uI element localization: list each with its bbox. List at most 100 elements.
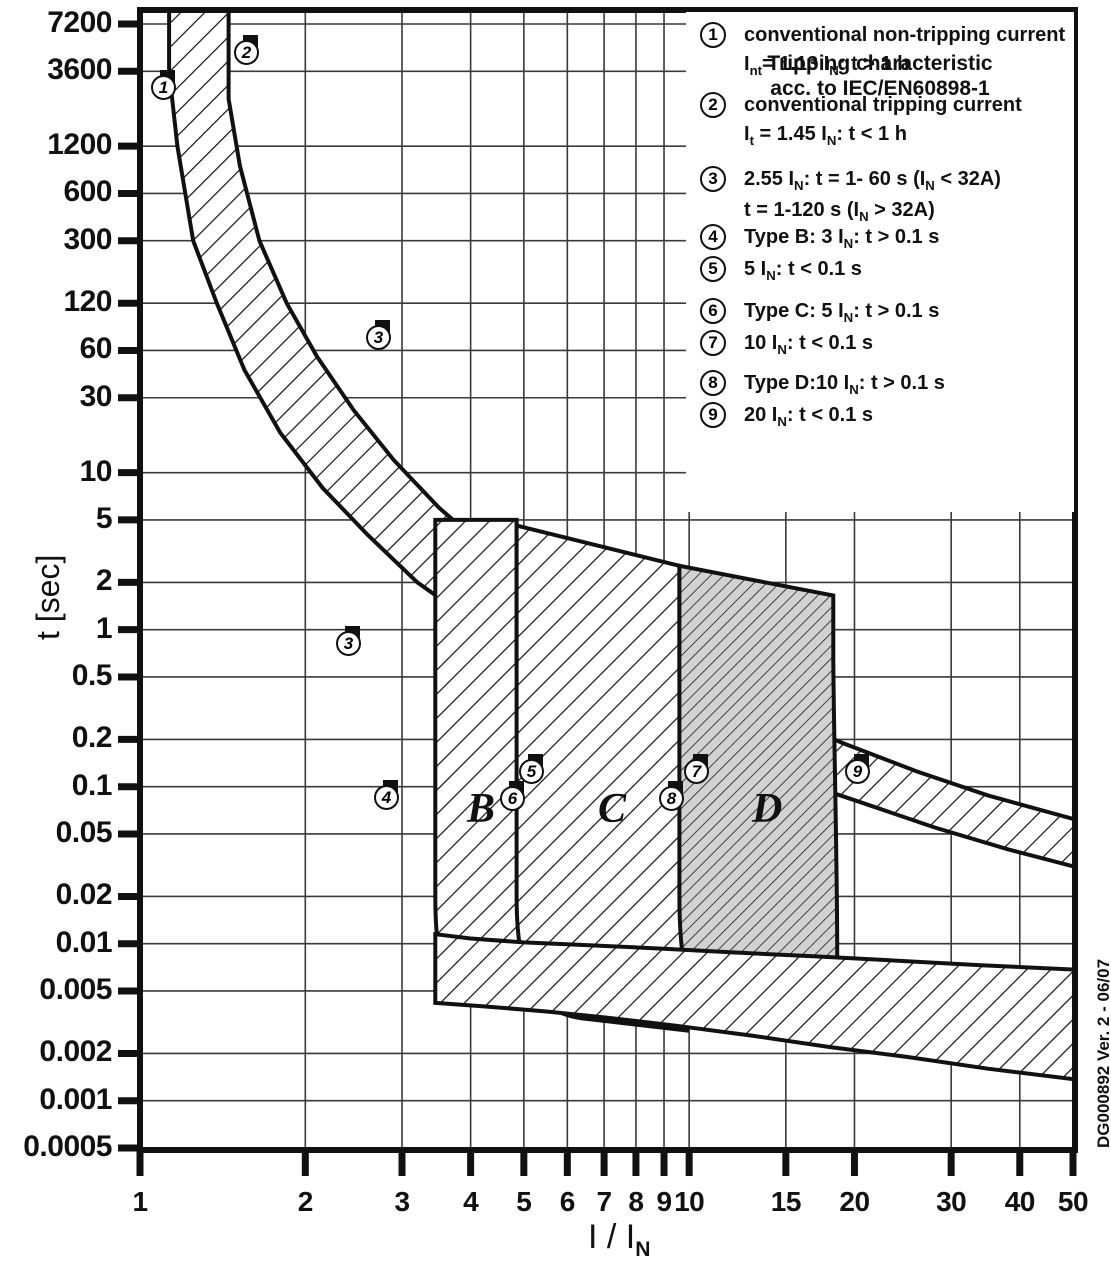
legend-item[interactable]: 8 Type D:10 IN: t > 0.1 s — [700, 370, 1070, 398]
legend-item[interactable]: 4 Type B: 3 IN: t > 0.1 s — [700, 224, 1070, 252]
legend-line: conventional non-tripping current — [744, 24, 1066, 46]
legend-line: Int= 1.13 IN: t > 1 h — [744, 53, 910, 78]
marker-number: 3 — [336, 631, 361, 656]
legend-line: Type D:10 IN: t > 0.1 s — [744, 372, 945, 397]
legend-title-line2: acc. to IEC/EN60898-1 — [770, 76, 990, 100]
legend-line: 20 IN: t < 0.1 s — [744, 404, 874, 429]
y-tick-label: 120 — [63, 285, 112, 319]
x-tick-label: 20 — [839, 1186, 870, 1217]
legend-item-number: 5 — [700, 256, 726, 282]
x-axis-title-sub: N — [635, 1237, 651, 1261]
legend-item-text: Type B: 3 IN: t > 0.1 s — [744, 224, 939, 252]
curve-marker-1-0: 1 — [151, 70, 181, 100]
y-tick-label: 0.002 — [39, 1035, 112, 1069]
x-tick-label: 30 — [936, 1186, 967, 1217]
marker-number: 1 — [151, 75, 176, 100]
y-tick-label: 300 — [63, 222, 112, 256]
curve-marker-3-3: 3 — [336, 626, 366, 656]
legend-line: conventional tripping current — [744, 94, 1022, 116]
x-tick-label: 50 — [1057, 1186, 1089, 1217]
marker-number: 7 — [684, 759, 709, 784]
y-tick-label: 0.01 — [55, 925, 113, 959]
x-tick-label: 8 — [628, 1186, 644, 1217]
legend-item-number: 2 — [700, 92, 726, 118]
instantaneous-band — [433, 931, 1075, 1082]
legend-panel: Tripping characteristic acc. to IEC/EN60… — [686, 12, 1074, 512]
y-tick-label: 7200 — [47, 6, 112, 39]
axis-ticks — [118, 20, 1077, 1176]
y-tick-label: 1 — [95, 611, 113, 645]
curve-marker-7-7: 7 — [684, 754, 714, 784]
x-tick-label: 1 — [132, 1186, 148, 1217]
curve-marker-8-8: 8 — [659, 781, 689, 811]
legend-item[interactable]: 6 Type C: 5 IN: t > 0.1 s — [700, 298, 1070, 326]
legend-item-number: 4 — [700, 224, 726, 250]
legend-item[interactable]: 3 2.55 IN: t = 1- 60 s (IN < 32A) t = 1-1… — [700, 166, 1070, 225]
legend-item-number: 3 — [700, 166, 726, 192]
tripping-zones — [167, 10, 1075, 1082]
legend-title: Tripping characteristic acc. to IEC/EN60… — [686, 52, 1074, 102]
y-tick-label: 1200 — [47, 128, 112, 162]
x-tick-label: 9 — [656, 1186, 672, 1217]
y-tick-label: 0.0005 — [23, 1130, 112, 1163]
marker-number: 2 — [234, 40, 259, 65]
legend-item-number: 6 — [700, 298, 726, 324]
marker-number: 4 — [374, 785, 399, 810]
y-tick-label: 0.1 — [71, 768, 113, 802]
legend-item-number: 8 — [700, 370, 726, 396]
y-tick-label: 2 — [95, 564, 113, 598]
legend-item-text: conventional non-tripping current Int= 1.… — [744, 22, 1065, 79]
x-tick-label: 7 — [596, 1186, 613, 1217]
x-tick-label: 2 — [297, 1186, 314, 1217]
legend-item-text: Type C: 5 IN: t > 0.1 s — [744, 298, 939, 326]
legend-item-text: 10 IN: t < 0.1 s — [744, 330, 873, 358]
curve-marker-4-4: 4 — [374, 780, 404, 810]
x-tick-label: 10 — [674, 1186, 705, 1217]
legend-line: Type C: 5 IN: t > 0.1 s — [744, 300, 940, 325]
y-axis-title: t [sec] — [30, 554, 66, 640]
legend-item-text: conventional tripping current It = 1.45 I… — [744, 92, 1022, 149]
y-tick-label: 0.2 — [71, 721, 113, 755]
legend-line: It = 1.45 IN: t < 1 h — [744, 123, 907, 148]
zone-label-d: D — [752, 786, 783, 832]
curve-marker-3-2: 3 — [366, 320, 396, 350]
legend-line: Type B: 3 IN: t > 0.1 s — [744, 226, 940, 251]
y-tick-label: 3600 — [47, 53, 112, 87]
y-tick-label: 0.5 — [71, 658, 113, 692]
x-tick-label: 15 — [770, 1186, 802, 1217]
legend-item-text: Type D:10 IN: t > 0.1 s — [744, 370, 945, 398]
marker-number: 5 — [519, 759, 544, 784]
legend-item[interactable]: 2 conventional tripping current It = 1.45 … — [700, 92, 1070, 149]
legend-item-text: 2.55 IN: t = 1- 60 s (IN < 32A) t = 1-12… — [744, 166, 1001, 225]
legend-line: t = 1-120 s (IN > 32A) — [744, 199, 935, 225]
legend-item[interactable]: 1 conventional non-tripping current Int= 1… — [700, 22, 1070, 79]
curve-marker-6-6: 6 — [500, 781, 530, 811]
y-tick-label: 0.001 — [39, 1082, 112, 1116]
x-tick-label: 3 — [394, 1186, 410, 1217]
y-tick-label: 5 — [95, 501, 113, 535]
y-tick-label: 0.05 — [55, 815, 113, 849]
legend-item-text: 5 IN: t < 0.1 s — [744, 256, 862, 284]
legend-item[interactable]: 7 10 IN: t < 0.1 s — [700, 330, 1070, 358]
curve-marker-9-9: 9 — [845, 754, 875, 784]
legend-item-number: 9 — [700, 402, 726, 428]
zone-label-b: B — [467, 786, 496, 832]
x-tick-label: 6 — [559, 1186, 576, 1217]
legend-item-number: 7 — [700, 330, 726, 356]
y-tick-label: 60 — [79, 332, 113, 366]
y-tick-label: 0.005 — [39, 972, 112, 1006]
y-tick-label: 600 — [63, 175, 112, 209]
x-tick-label: 5 — [516, 1186, 532, 1217]
y-tick-label: 10 — [79, 454, 113, 488]
y-tick-label: 30 — [79, 379, 113, 413]
curve-marker-2-1: 2 — [234, 35, 264, 65]
x-axis-title: I / IN — [588, 1218, 650, 1262]
legend-item[interactable]: 5 5 IN: t < 0.1 s — [700, 256, 1070, 284]
curve-marker-5-5: 5 — [519, 754, 549, 784]
marker-number: 8 — [659, 786, 684, 811]
legend-item[interactable]: 9 20 IN: t < 0.1 s — [700, 402, 1070, 430]
legend-line: 10 IN: t < 0.1 s — [744, 332, 874, 357]
legend-line: 5 IN: t < 0.1 s — [744, 258, 862, 283]
x-tick-label: 4 — [463, 1186, 479, 1217]
